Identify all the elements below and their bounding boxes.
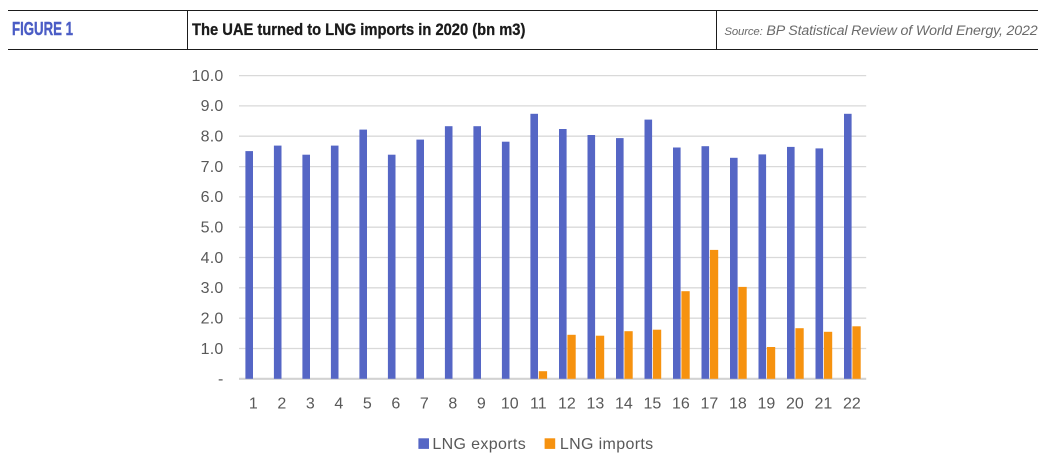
svg-text:5.0: 5.0 xyxy=(201,220,224,237)
svg-text:18: 18 xyxy=(729,395,747,412)
svg-text:20: 20 xyxy=(786,395,804,412)
svg-text:1: 1 xyxy=(249,395,258,412)
svg-text:15: 15 xyxy=(644,395,662,412)
svg-text:22: 22 xyxy=(843,395,861,412)
svg-text:-: - xyxy=(218,371,224,388)
svg-text:9: 9 xyxy=(477,395,486,412)
svg-text:12: 12 xyxy=(558,395,576,412)
svg-text:4: 4 xyxy=(334,395,343,412)
svg-text:17: 17 xyxy=(701,395,719,412)
svg-text:10.0: 10.0 xyxy=(192,68,224,85)
svg-text:7: 7 xyxy=(420,395,429,412)
svg-text:LNG exports: LNG exports xyxy=(432,436,526,453)
svg-text:8.0: 8.0 xyxy=(201,129,224,146)
svg-text:9.0: 9.0 xyxy=(201,98,224,115)
svg-text:3.0: 3.0 xyxy=(201,280,224,297)
svg-text:6.0: 6.0 xyxy=(201,189,224,206)
svg-text:14: 14 xyxy=(615,395,633,412)
svg-text:11: 11 xyxy=(530,395,547,412)
svg-text:10: 10 xyxy=(501,395,519,412)
svg-text:7.0: 7.0 xyxy=(201,159,224,176)
svg-text:19: 19 xyxy=(758,395,776,412)
svg-text:8: 8 xyxy=(448,395,457,412)
svg-text:21: 21 xyxy=(815,395,833,412)
svg-text:LNG imports: LNG imports xyxy=(560,436,654,453)
svg-text:2: 2 xyxy=(277,395,286,412)
svg-text:2.0: 2.0 xyxy=(201,311,224,328)
svg-text:6: 6 xyxy=(391,395,400,412)
svg-text:3: 3 xyxy=(306,395,315,412)
svg-text:5: 5 xyxy=(363,395,372,412)
svg-text:1.0: 1.0 xyxy=(201,341,224,358)
svg-text:13: 13 xyxy=(587,395,605,412)
svg-text:4.0: 4.0 xyxy=(201,250,224,267)
svg-text:16: 16 xyxy=(672,395,690,412)
